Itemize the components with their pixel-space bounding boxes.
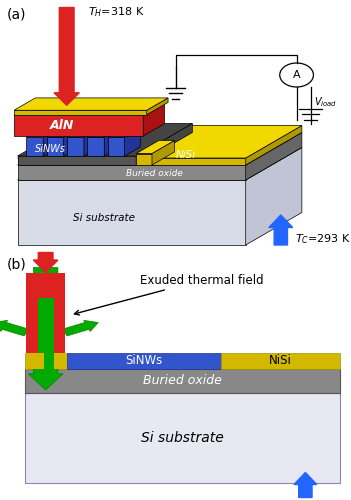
- Text: AlN: AlN: [49, 120, 74, 132]
- Bar: [26, 352, 44, 369]
- FancyArrow shape: [0, 320, 28, 336]
- Polygon shape: [152, 140, 174, 165]
- Polygon shape: [67, 128, 100, 137]
- Polygon shape: [18, 148, 302, 180]
- Polygon shape: [108, 137, 125, 156]
- Bar: [26, 272, 65, 297]
- Polygon shape: [87, 128, 120, 137]
- Text: (b): (b): [7, 258, 27, 272]
- Polygon shape: [246, 148, 302, 245]
- Polygon shape: [246, 126, 302, 165]
- Polygon shape: [64, 128, 79, 156]
- Polygon shape: [136, 124, 192, 165]
- Bar: [221, 352, 340, 369]
- Polygon shape: [87, 137, 104, 156]
- Text: Si substrate: Si substrate: [73, 212, 135, 222]
- Text: $V_{load}$: $V_{load}$: [314, 96, 337, 110]
- Polygon shape: [14, 115, 143, 136]
- Polygon shape: [246, 132, 302, 180]
- Bar: [54, 352, 67, 369]
- FancyArrow shape: [63, 320, 98, 336]
- Polygon shape: [18, 132, 302, 165]
- Text: $T_H$=318 K: $T_H$=318 K: [88, 6, 144, 20]
- Polygon shape: [125, 128, 140, 156]
- Polygon shape: [136, 140, 174, 153]
- Polygon shape: [18, 165, 246, 180]
- FancyArrow shape: [28, 268, 63, 390]
- Bar: [54, 272, 65, 352]
- Polygon shape: [147, 98, 168, 115]
- Text: Si substrate: Si substrate: [141, 430, 224, 444]
- FancyArrow shape: [294, 472, 317, 498]
- Text: Buried oxide: Buried oxide: [143, 374, 222, 387]
- Text: $T_C$=293 K: $T_C$=293 K: [295, 232, 351, 245]
- Text: Buried oxide: Buried oxide: [126, 169, 183, 178]
- Text: SiNWs: SiNWs: [125, 354, 163, 367]
- Polygon shape: [14, 102, 165, 115]
- Polygon shape: [43, 128, 59, 156]
- Text: NiSi: NiSi: [176, 150, 196, 160]
- Polygon shape: [18, 158, 246, 165]
- Polygon shape: [47, 137, 64, 156]
- Text: NiSi: NiSi: [269, 354, 292, 367]
- Polygon shape: [143, 102, 165, 136]
- Text: (a): (a): [7, 8, 27, 22]
- Polygon shape: [26, 128, 59, 137]
- FancyArrow shape: [269, 215, 293, 245]
- Bar: [25, 352, 67, 369]
- Polygon shape: [18, 126, 302, 158]
- Polygon shape: [18, 180, 246, 245]
- FancyArrow shape: [54, 8, 79, 106]
- Polygon shape: [67, 137, 84, 156]
- Polygon shape: [47, 128, 79, 137]
- Text: SiNWs: SiNWs: [35, 144, 66, 154]
- Polygon shape: [14, 98, 168, 110]
- Circle shape: [280, 63, 313, 87]
- Polygon shape: [18, 156, 136, 165]
- FancyArrow shape: [33, 252, 58, 272]
- Bar: [25, 392, 340, 482]
- Text: A: A: [293, 70, 300, 80]
- Text: Exuded thermal field: Exuded thermal field: [74, 274, 264, 315]
- Polygon shape: [18, 124, 192, 156]
- Polygon shape: [26, 137, 43, 156]
- Polygon shape: [136, 154, 152, 165]
- Polygon shape: [108, 128, 140, 137]
- Bar: [26, 272, 38, 352]
- Polygon shape: [14, 110, 147, 115]
- Polygon shape: [104, 128, 120, 156]
- Polygon shape: [84, 128, 100, 156]
- Bar: [67, 352, 221, 369]
- Bar: [25, 369, 340, 392]
